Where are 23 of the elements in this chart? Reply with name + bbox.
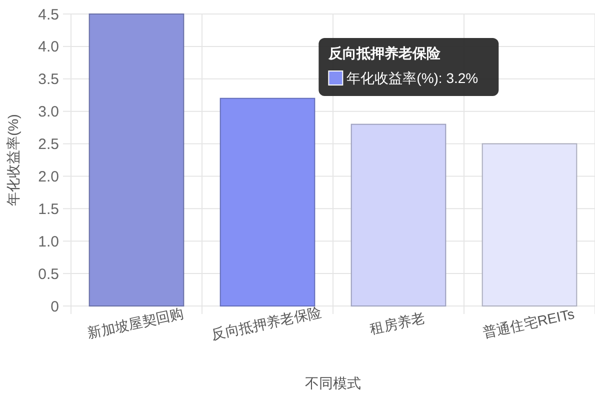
y-tick-label: 3.5 xyxy=(38,71,59,88)
y-tick-label: 1.0 xyxy=(38,233,59,250)
x-tick-label: 反向抵押养老保险 xyxy=(210,304,323,343)
y-tick-label: 2.0 xyxy=(38,168,59,186)
y-tick-label: 4.5 xyxy=(38,6,59,24)
bar xyxy=(220,98,316,306)
y-tick-label: 0 xyxy=(50,298,59,316)
x-tick-label: 新加坡屋契回购 xyxy=(86,305,186,342)
y-tick-label: 0.5 xyxy=(38,266,59,283)
x-tick-label: 租房养老 xyxy=(368,309,427,337)
y-axis-title: 年化收益率(%) xyxy=(5,114,21,206)
y-tick-label: 4.0 xyxy=(38,38,59,56)
bar xyxy=(482,143,578,306)
y-tick-label: 1.5 xyxy=(38,200,59,218)
bar xyxy=(88,14,184,306)
x-axis-title: 不同模式 xyxy=(305,375,361,391)
x-tick-label: 普通住宅REITs xyxy=(481,306,576,341)
annotation: 反向抵押养老保险 xyxy=(328,45,442,61)
y-tick-label: 3.0 xyxy=(38,104,59,121)
tooltip: 反向抵押养老保险 年化收益率(%): 3.2% xyxy=(318,38,499,96)
y-tick-label: 2.5 xyxy=(38,136,59,154)
annotation: 年化收益率(%): 3.2% xyxy=(346,70,478,86)
bar xyxy=(350,124,446,306)
